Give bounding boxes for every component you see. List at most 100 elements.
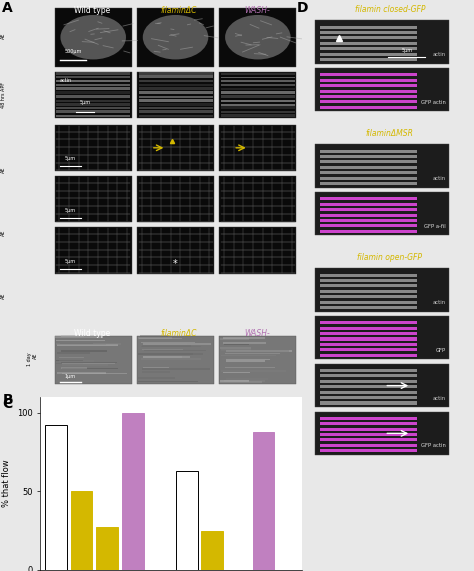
Bar <box>221 87 295 90</box>
Bar <box>220 338 249 340</box>
Bar <box>320 26 417 29</box>
Bar <box>144 350 206 351</box>
Bar <box>266 37 278 39</box>
Bar <box>98 21 102 24</box>
Bar <box>138 81 212 82</box>
Bar <box>56 360 83 361</box>
Bar <box>221 104 295 106</box>
Bar <box>55 336 132 384</box>
Bar <box>55 336 103 337</box>
Bar <box>138 110 212 114</box>
Bar <box>315 192 449 235</box>
Bar <box>201 530 223 570</box>
Bar <box>142 368 210 369</box>
Bar <box>320 439 417 441</box>
Bar <box>139 338 182 339</box>
Bar <box>320 73 417 77</box>
Bar <box>221 111 295 114</box>
Ellipse shape <box>143 15 208 59</box>
Bar <box>141 346 201 347</box>
Text: 1μm: 1μm <box>65 373 76 379</box>
Text: 1 day
AE: 1 day AE <box>27 352 37 366</box>
Bar <box>60 343 93 344</box>
Bar <box>253 432 274 570</box>
Bar <box>55 72 132 118</box>
Bar <box>187 23 191 25</box>
Bar <box>122 40 138 41</box>
Bar <box>320 230 417 233</box>
Bar <box>137 227 214 274</box>
Bar <box>143 367 169 368</box>
Bar <box>320 224 417 227</box>
Ellipse shape <box>225 15 291 59</box>
Text: 5μm: 5μm <box>65 259 76 264</box>
Bar <box>225 367 275 368</box>
Bar <box>138 91 212 94</box>
Bar <box>320 422 417 425</box>
Text: Wild type: Wild type <box>74 329 111 338</box>
Bar <box>56 87 130 90</box>
Bar <box>142 371 170 373</box>
Bar <box>221 95 295 98</box>
Bar <box>137 72 214 118</box>
Bar <box>138 75 212 78</box>
Text: A: A <box>2 1 13 15</box>
Bar <box>315 268 449 312</box>
Bar <box>55 176 132 222</box>
Bar <box>320 284 417 287</box>
Bar <box>320 155 417 158</box>
Bar <box>221 355 275 356</box>
Bar <box>138 99 212 102</box>
Bar <box>171 29 174 30</box>
Bar <box>56 95 130 98</box>
Bar <box>320 396 417 399</box>
Bar <box>62 364 108 366</box>
Bar <box>137 353 193 355</box>
Text: 14 days
AE: 14 days AE <box>0 279 6 299</box>
Bar <box>55 227 132 274</box>
Bar <box>250 24 259 29</box>
Bar <box>221 73 295 75</box>
Bar <box>219 336 296 384</box>
Bar <box>141 342 195 344</box>
Text: filaminΔC: filaminΔC <box>161 329 197 338</box>
Bar <box>62 368 87 369</box>
Bar <box>320 166 417 169</box>
Bar <box>55 124 132 171</box>
Text: actin: actin <box>432 176 446 181</box>
Text: WASH-: WASH- <box>244 6 270 15</box>
Bar <box>320 47 417 50</box>
Bar <box>315 21 449 64</box>
Bar <box>138 353 203 355</box>
Bar <box>155 23 161 24</box>
Bar <box>55 7 132 67</box>
Text: 500μm: 500μm <box>64 49 82 54</box>
Bar <box>171 34 176 37</box>
Bar <box>137 124 214 171</box>
Bar <box>140 335 168 336</box>
Text: WASH-: WASH- <box>244 329 270 338</box>
Bar <box>320 79 417 82</box>
Bar <box>56 340 105 341</box>
Bar <box>320 198 417 200</box>
Bar <box>320 348 417 351</box>
Bar <box>96 28 109 30</box>
Bar <box>57 344 106 345</box>
Bar <box>315 316 449 359</box>
Text: 1 day
AE: 1 day AE <box>0 222 6 236</box>
Bar <box>320 214 417 216</box>
Bar <box>262 37 273 40</box>
Bar <box>199 22 204 25</box>
Bar <box>64 19 79 25</box>
Bar <box>320 332 417 335</box>
Bar <box>45 425 67 570</box>
Text: 5μm: 5μm <box>65 208 76 213</box>
Bar <box>320 449 417 452</box>
Ellipse shape <box>61 15 126 59</box>
Text: 0 days
AE: 0 days AE <box>0 157 6 173</box>
Bar <box>62 363 115 364</box>
Bar <box>142 349 183 351</box>
Bar <box>320 433 417 436</box>
Bar <box>96 528 118 570</box>
Bar <box>220 381 263 383</box>
